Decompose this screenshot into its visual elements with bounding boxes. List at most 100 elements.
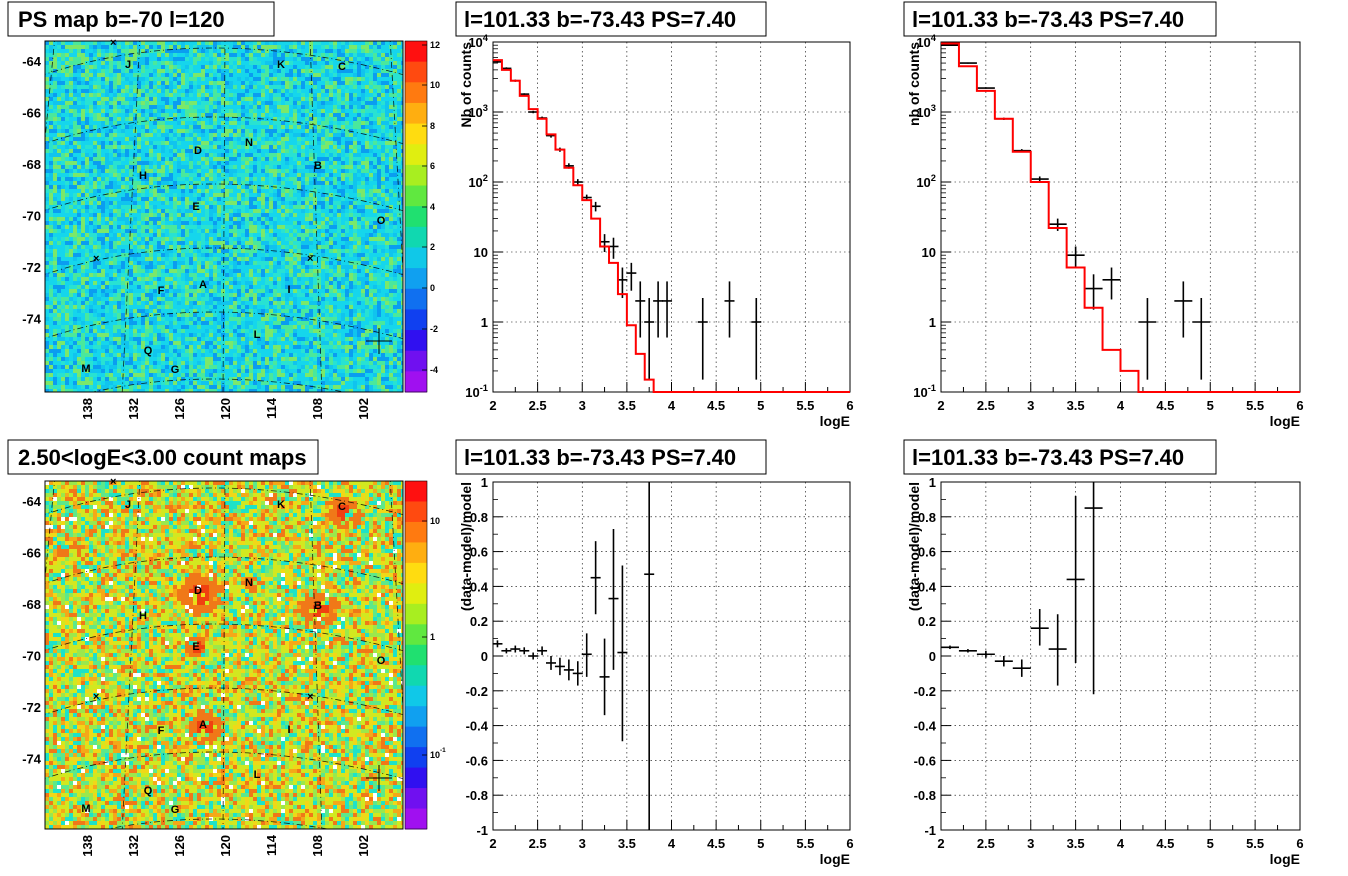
map-cell	[329, 345, 333, 349]
map-cell	[233, 217, 237, 221]
map-cell	[133, 185, 137, 189]
map-cell	[305, 69, 309, 73]
map-cell	[237, 117, 241, 121]
map-cell	[73, 325, 77, 329]
map-cell	[77, 193, 81, 197]
map-cell	[145, 205, 149, 209]
map-cell	[277, 325, 281, 329]
map-cell	[89, 93, 93, 97]
map-cell	[289, 201, 293, 205]
map-cell	[97, 233, 101, 237]
map-cell	[393, 41, 397, 45]
map-cell	[361, 341, 365, 345]
map-cell	[61, 129, 65, 133]
map-cell	[349, 41, 353, 45]
map-cell	[297, 189, 301, 193]
map-cell	[133, 341, 137, 345]
map-cell	[229, 273, 233, 277]
map-cell	[185, 273, 189, 277]
map-cell	[185, 261, 189, 265]
map-cell	[273, 301, 277, 305]
map-cell	[261, 93, 265, 97]
map-cell	[221, 49, 225, 53]
map-cell	[309, 345, 313, 349]
map-cell	[153, 233, 157, 237]
map-cell	[73, 61, 77, 65]
map-cell	[189, 317, 193, 321]
map-cell	[189, 125, 193, 129]
map-cell	[77, 309, 81, 313]
map-cell	[361, 189, 365, 193]
map-cell	[137, 133, 141, 137]
map-cell	[337, 221, 341, 225]
map-cell	[105, 273, 109, 277]
map-cell	[313, 49, 317, 53]
map-cell	[305, 141, 309, 145]
map-cell	[109, 173, 113, 177]
map-cell	[73, 249, 77, 253]
map-cell	[341, 105, 345, 109]
map-cell	[393, 269, 397, 273]
map-cell	[217, 81, 221, 85]
map-cell	[373, 209, 377, 213]
map-cell	[173, 117, 177, 121]
map-cell	[73, 257, 77, 261]
map-cell	[141, 313, 145, 317]
map-cell	[341, 81, 345, 85]
map-cell	[249, 57, 253, 61]
map-cell	[229, 305, 233, 309]
map-cell	[65, 169, 69, 173]
map-cell	[313, 117, 317, 121]
map-cell	[269, 61, 273, 65]
map-cell	[85, 65, 89, 69]
map-cell	[105, 101, 109, 105]
map-cell	[333, 129, 337, 133]
map-cell	[353, 329, 357, 333]
map-cell	[353, 237, 357, 241]
map-cell	[249, 285, 253, 289]
map-cell	[69, 301, 73, 305]
map-cell	[261, 113, 265, 117]
map-cell	[337, 53, 341, 57]
map-cell	[69, 297, 73, 301]
map-cell	[205, 293, 209, 297]
map-cell	[145, 129, 149, 133]
map-cell	[57, 133, 61, 137]
map-cell	[161, 197, 165, 201]
map-cell	[373, 273, 377, 277]
map-cell	[233, 325, 237, 329]
map-cell	[249, 273, 253, 277]
map-cell	[317, 329, 321, 333]
map-cell	[109, 289, 113, 293]
map-cell	[77, 61, 81, 65]
map-cell	[385, 117, 389, 121]
map-cell	[369, 197, 373, 201]
map-cell	[185, 181, 189, 185]
map-cell	[141, 341, 145, 345]
map-cell	[217, 289, 221, 293]
map-cell	[173, 65, 177, 69]
map-cell	[241, 117, 245, 121]
map-cell	[309, 233, 313, 237]
map-cell	[201, 113, 205, 117]
map-cell	[225, 341, 229, 345]
map-cell	[61, 81, 65, 85]
map-cell	[137, 145, 141, 149]
map-cell	[261, 289, 265, 293]
map-cell	[161, 337, 165, 341]
map-cell	[93, 345, 97, 349]
map-cell	[313, 337, 317, 341]
map-cell	[257, 213, 261, 217]
map-cell	[261, 101, 265, 105]
map-cell	[201, 233, 205, 237]
map-cell	[177, 97, 181, 101]
map-cell	[241, 81, 245, 85]
map-cell	[213, 165, 217, 169]
map-cell	[393, 65, 397, 69]
map-cell	[145, 253, 149, 257]
map-cell	[253, 169, 257, 173]
map-cell	[133, 277, 137, 281]
map-cell	[225, 309, 229, 313]
map-cell	[69, 217, 73, 221]
map-cell	[97, 157, 101, 161]
